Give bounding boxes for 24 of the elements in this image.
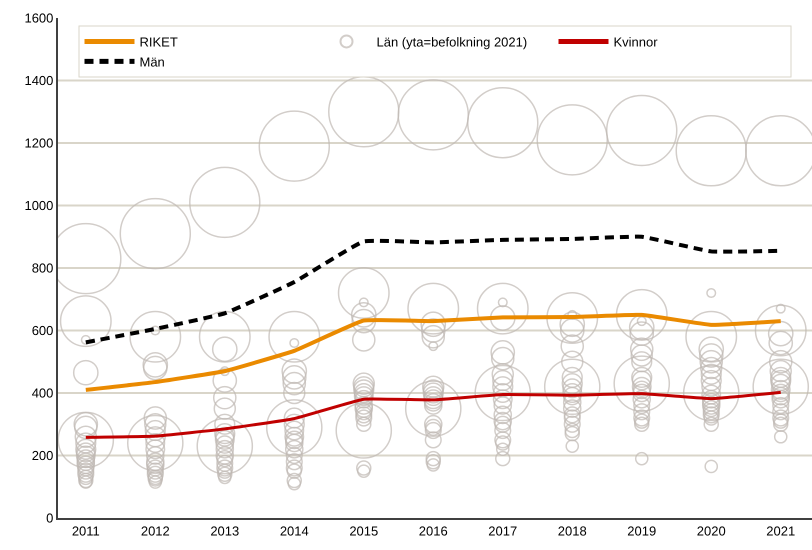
y-tick-label: 1200 (24, 136, 54, 151)
x-tick-label: 2019 (627, 524, 656, 539)
y-tick-label: 600 (32, 323, 54, 338)
x-tick-label: 2016 (418, 524, 448, 539)
y-tick-label: 200 (32, 448, 54, 464)
x-tick-label: 2021 (766, 524, 796, 539)
y-tick-label: 1000 (24, 198, 54, 214)
x-tick-label: 2012 (140, 524, 170, 539)
legend-label: Kvinnor (614, 34, 658, 50)
y-tick-label: 1400 (24, 73, 54, 88)
x-tick-label: 2011 (72, 524, 100, 539)
y-tick-label: 1600 (24, 10, 54, 26)
x-tick-label: 2014 (280, 524, 309, 539)
legend-label: Män (140, 54, 165, 70)
legend-label: Län (yta=befolkning 2021) (376, 34, 528, 50)
legend-label: RIKET (140, 34, 178, 50)
x-tick-label: 2013 (210, 524, 240, 539)
x-tick-label: 2018 (558, 524, 587, 539)
x-tick-label: 2017 (488, 524, 518, 539)
y-tick-label: 800 (32, 260, 54, 276)
x-tick-label: 2015 (349, 524, 378, 539)
x-tick-label: 2020 (696, 524, 726, 539)
y-tick-label: 0 (46, 510, 54, 526)
y-tick-label: 400 (32, 386, 54, 401)
